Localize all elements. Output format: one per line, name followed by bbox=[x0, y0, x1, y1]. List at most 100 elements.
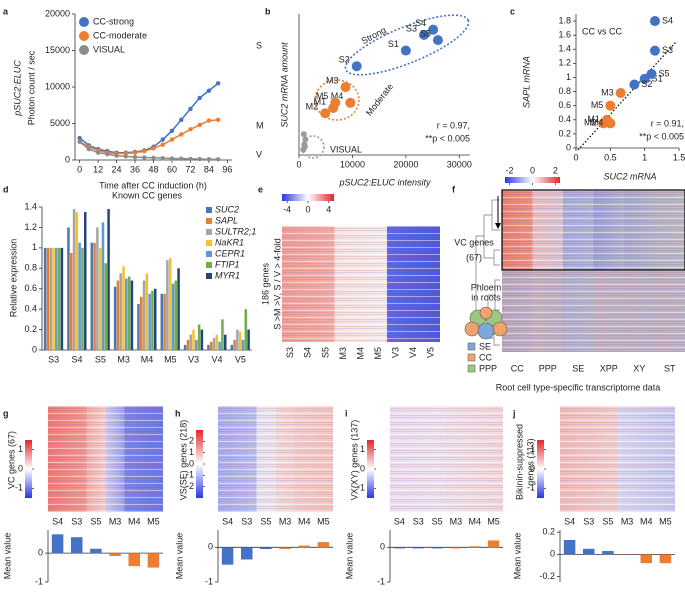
column-label: M3 bbox=[450, 516, 463, 526]
heatmap-i bbox=[390, 406, 503, 512]
bar bbox=[130, 280, 134, 350]
point bbox=[320, 108, 331, 119]
point bbox=[215, 117, 221, 123]
legend-label: PPP bbox=[479, 363, 497, 373]
heatmap-g bbox=[48, 406, 163, 512]
point bbox=[605, 118, 616, 129]
legend-label: SULTR2;1 bbox=[215, 226, 256, 236]
colorbar-tick-label: 0 bbox=[189, 458, 194, 468]
point bbox=[206, 118, 212, 123]
bar bbox=[215, 334, 219, 350]
point bbox=[151, 146, 156, 151]
point bbox=[649, 16, 660, 27]
bar bbox=[52, 247, 55, 350]
column-label: PPP bbox=[539, 363, 557, 373]
stats-text: r = 0.97, bbox=[437, 120, 470, 130]
bar bbox=[46, 247, 50, 350]
bar bbox=[90, 548, 102, 554]
bar bbox=[212, 337, 216, 350]
point bbox=[301, 143, 308, 150]
y-tick-label: -1 bbox=[205, 576, 213, 586]
inset-title: Phloem bbox=[471, 282, 502, 292]
bar bbox=[96, 227, 99, 350]
y-tick-label: 0.2 bbox=[558, 128, 571, 138]
column-label: S5 bbox=[432, 516, 443, 526]
point bbox=[197, 122, 202, 128]
x-tick-label: 10000 bbox=[340, 159, 365, 169]
y-tick-label: 0.4 bbox=[558, 114, 571, 124]
bar bbox=[207, 344, 210, 350]
colorbar-tick-label: 1 bbox=[18, 444, 23, 454]
series-line bbox=[79, 82, 219, 154]
y-tick-label: 1.6 bbox=[558, 30, 571, 40]
point bbox=[330, 97, 341, 108]
point bbox=[345, 97, 356, 108]
heatmap-f-bottom bbox=[502, 270, 685, 352]
y-tick-label: -1 bbox=[35, 576, 43, 586]
bar bbox=[210, 341, 213, 350]
point bbox=[206, 156, 212, 162]
bar bbox=[107, 209, 110, 350]
x-axis-label: SUC2 mRNA bbox=[603, 171, 656, 181]
bar bbox=[192, 329, 195, 350]
inset-title: in roots bbox=[471, 292, 501, 302]
colorbar-tick-label: 0 bbox=[360, 463, 365, 473]
chart-title: Known CC genes bbox=[112, 190, 183, 200]
colorbar-tick-label: 1 bbox=[360, 444, 365, 454]
point bbox=[169, 128, 175, 133]
bar bbox=[621, 554, 633, 555]
x-tick-label: M3 bbox=[117, 354, 130, 364]
bar bbox=[147, 553, 160, 568]
x-tick-label: 0 bbox=[77, 164, 82, 174]
y-axis-label: genes (113) bbox=[525, 438, 535, 485]
point bbox=[132, 150, 138, 155]
colorbar bbox=[25, 440, 32, 498]
point bbox=[142, 155, 147, 160]
legend-label: SE bbox=[479, 341, 491, 351]
bar bbox=[412, 547, 424, 549]
legend-label: NaKR1 bbox=[215, 237, 244, 247]
colorbar-tick-label: -2 bbox=[506, 165, 514, 175]
group-outline bbox=[344, 14, 470, 76]
colorbar-tick-label: 0 bbox=[530, 165, 535, 175]
column-label: M4 bbox=[298, 516, 311, 526]
bar bbox=[93, 242, 96, 350]
column-label: S3 bbox=[583, 516, 594, 526]
column-label: M4 bbox=[640, 516, 653, 526]
bar bbox=[168, 258, 172, 350]
legend-swatch bbox=[206, 262, 212, 268]
column-label: M5 bbox=[373, 347, 383, 360]
column-label: S5 bbox=[602, 516, 613, 526]
column-label: XPP bbox=[600, 363, 618, 373]
annotation: Strong bbox=[360, 25, 388, 46]
point bbox=[300, 131, 307, 138]
panel-letter: f bbox=[452, 184, 456, 194]
point bbox=[123, 154, 128, 159]
x-tick-label: M4 bbox=[141, 354, 154, 364]
legend-marker bbox=[79, 45, 89, 55]
bar bbox=[174, 280, 178, 350]
bar bbox=[49, 247, 52, 350]
panel-letter: c bbox=[510, 6, 515, 16]
colorbar-tick-label: -1 bbox=[527, 483, 535, 493]
point bbox=[179, 156, 184, 161]
point bbox=[95, 150, 101, 155]
point bbox=[419, 29, 430, 40]
point-label: M3 bbox=[326, 75, 339, 85]
bar bbox=[197, 324, 201, 350]
x-tick-label: 0.5 bbox=[604, 152, 617, 162]
bar bbox=[200, 329, 204, 350]
y-tick-label: 1.2 bbox=[24, 222, 37, 232]
bar bbox=[113, 286, 117, 350]
bar bbox=[109, 553, 121, 556]
point bbox=[432, 35, 443, 46]
bar bbox=[78, 242, 81, 350]
bar bbox=[244, 309, 248, 350]
bar bbox=[160, 293, 164, 350]
bar bbox=[128, 553, 140, 567]
panel-letter: d bbox=[3, 184, 9, 194]
x-axis-label: pSUC2:ELUC intensity bbox=[338, 177, 431, 187]
bar bbox=[487, 540, 500, 548]
bar bbox=[393, 547, 406, 549]
